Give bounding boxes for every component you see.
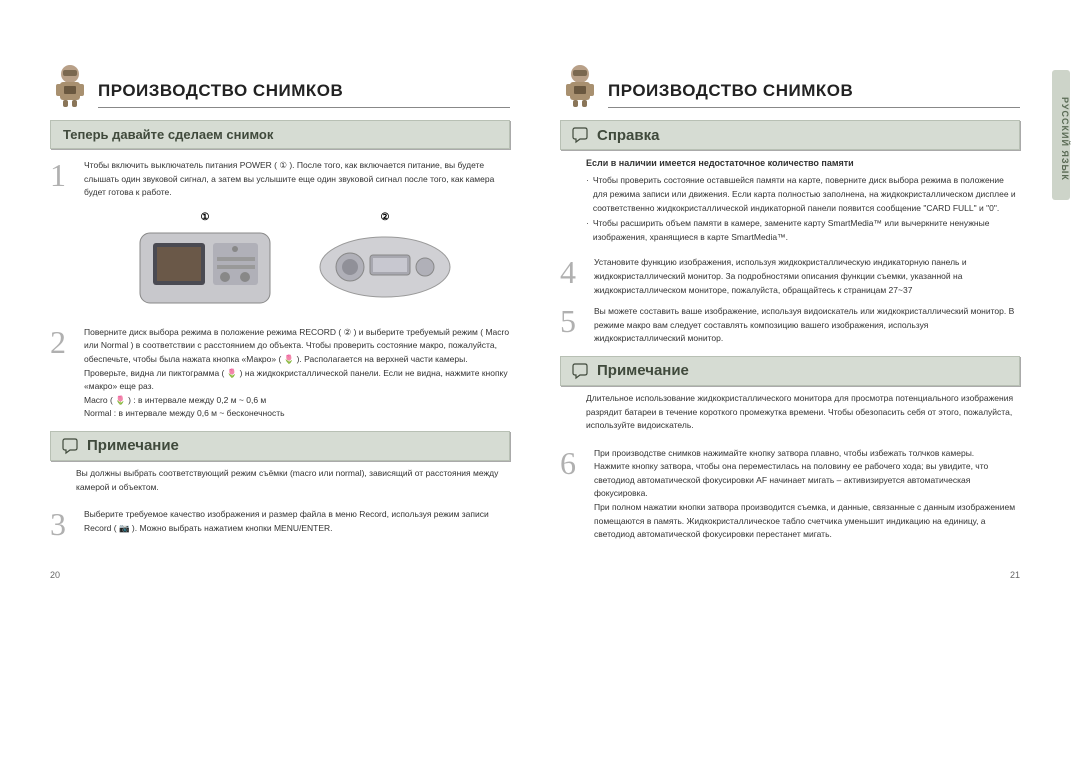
step-3-text: Выберите требуемое качество изображения … [84, 508, 510, 540]
help-icon [571, 126, 589, 144]
step-5-text: Вы можете составить ваше изображение, ис… [594, 305, 1020, 346]
left-page: ПРОИЗВОДСТВО СНИМКОВ Теперь давайте сдел… [50, 60, 510, 550]
page-number-right: 21 [1010, 570, 1020, 580]
step-6-text: При производстве снимков нажимайте кнопк… [594, 447, 1020, 542]
camera-top-image [315, 225, 455, 310]
camera-label-2: ② [315, 212, 455, 223]
help-subtitle: Если в наличии имеется недостаточное кол… [586, 156, 1020, 170]
note-body-right: Длительное использование жидкокристаллич… [560, 392, 1020, 433]
note-body: Вы должны выбрать соответствующий режим … [50, 467, 510, 494]
section-title: Теперь давайте сделаем снимок [50, 120, 510, 149]
note-title: Примечание [597, 362, 689, 379]
mascot-icon [50, 60, 90, 108]
help-title: Справка [597, 127, 659, 144]
help-item-1: Чтобы проверить состояние оставшейся пам… [593, 174, 1020, 215]
note-title: Примечание [87, 437, 179, 454]
step-number-4: 4 [560, 256, 586, 297]
note-icon [571, 362, 589, 380]
camera-label-1: ① [135, 212, 275, 223]
step-number-6: 6 [560, 447, 586, 542]
page-title: ПРОИЗВОДСТВО СНИМКОВ [98, 81, 510, 108]
mascot-icon [560, 60, 600, 108]
bullet-icon: · [586, 217, 589, 244]
step-number-1: 1 [50, 159, 76, 200]
page-number-left: 20 [50, 570, 60, 580]
note-icon [61, 437, 79, 455]
step-number-2: 2 [50, 326, 76, 421]
right-page: ПРОИЗВОДСТВО СНИМКОВ Справка Если в нали… [560, 60, 1020, 550]
step-2-text: Поверните диск выбора режима в положение… [84, 326, 510, 421]
step-4-text: Установите функцию изображения, использу… [594, 256, 1020, 297]
step-number-3: 3 [50, 508, 76, 540]
help-item-2: Чтобы расширить объем памяти в камере, з… [593, 217, 1020, 244]
language-tab: РУССКИЙ ЯЗЫК [1052, 70, 1070, 200]
camera-back-image [135, 225, 275, 310]
step-1-text: Чтобы включить выключатель питания POWER… [84, 159, 510, 200]
bullet-icon: · [586, 174, 589, 215]
page-title: ПРОИЗВОДСТВО СНИМКОВ [608, 81, 1020, 108]
step-number-5: 5 [560, 305, 586, 346]
